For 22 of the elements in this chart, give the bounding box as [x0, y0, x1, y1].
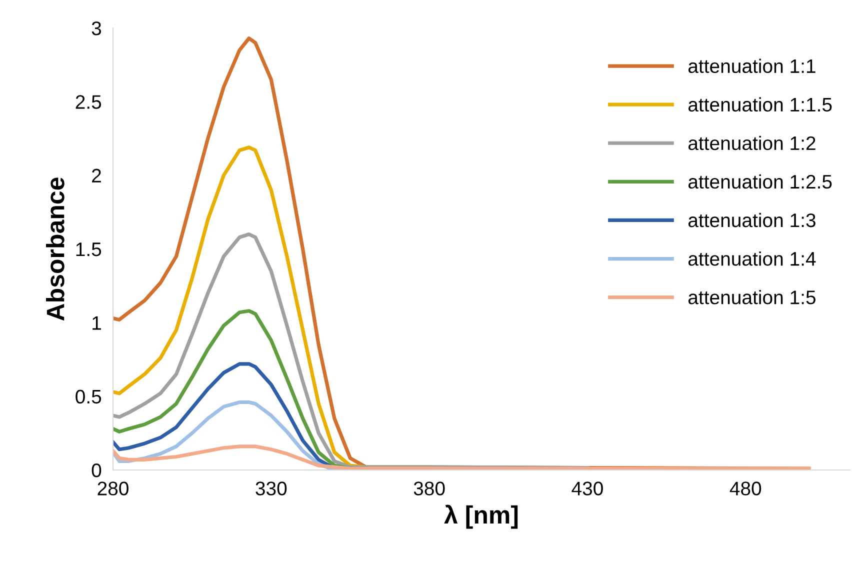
- x-tick-label: 480: [730, 482, 762, 496]
- y-tick-label: 1.5: [76, 242, 102, 256]
- y-tick-label: 0.5: [76, 390, 102, 404]
- x-tick-label: 330: [256, 482, 287, 496]
- legend-label: attenuation 1:4: [688, 251, 816, 266]
- x-tick-label: 280: [98, 482, 128, 496]
- y-axis-title: Absorbance: [46, 178, 64, 321]
- x-tick-label: 430: [572, 482, 603, 496]
- x-tick-label: 380: [414, 482, 445, 496]
- legend-label: attenuation 1:1.5: [688, 97, 832, 112]
- y-tick-label: 3: [92, 21, 102, 36]
- y-tick-label: 1: [92, 316, 101, 330]
- legend-label: attenuation 1:1: [688, 58, 816, 74]
- y-tick-label: 0: [92, 463, 102, 478]
- y-tick-label: 2: [92, 168, 101, 182]
- y-tick-label: 2.5: [76, 95, 102, 109]
- line-series: [113, 444, 811, 470]
- legend-label: attenuation 1:2.5: [688, 174, 832, 189]
- legend-label: attenuation 1:3: [688, 212, 816, 228]
- legend-label: attenuation 1:5: [688, 290, 816, 304]
- legend-label: attenuation 1:2: [688, 136, 816, 150]
- x-axis-title: λ [nm]: [444, 504, 518, 529]
